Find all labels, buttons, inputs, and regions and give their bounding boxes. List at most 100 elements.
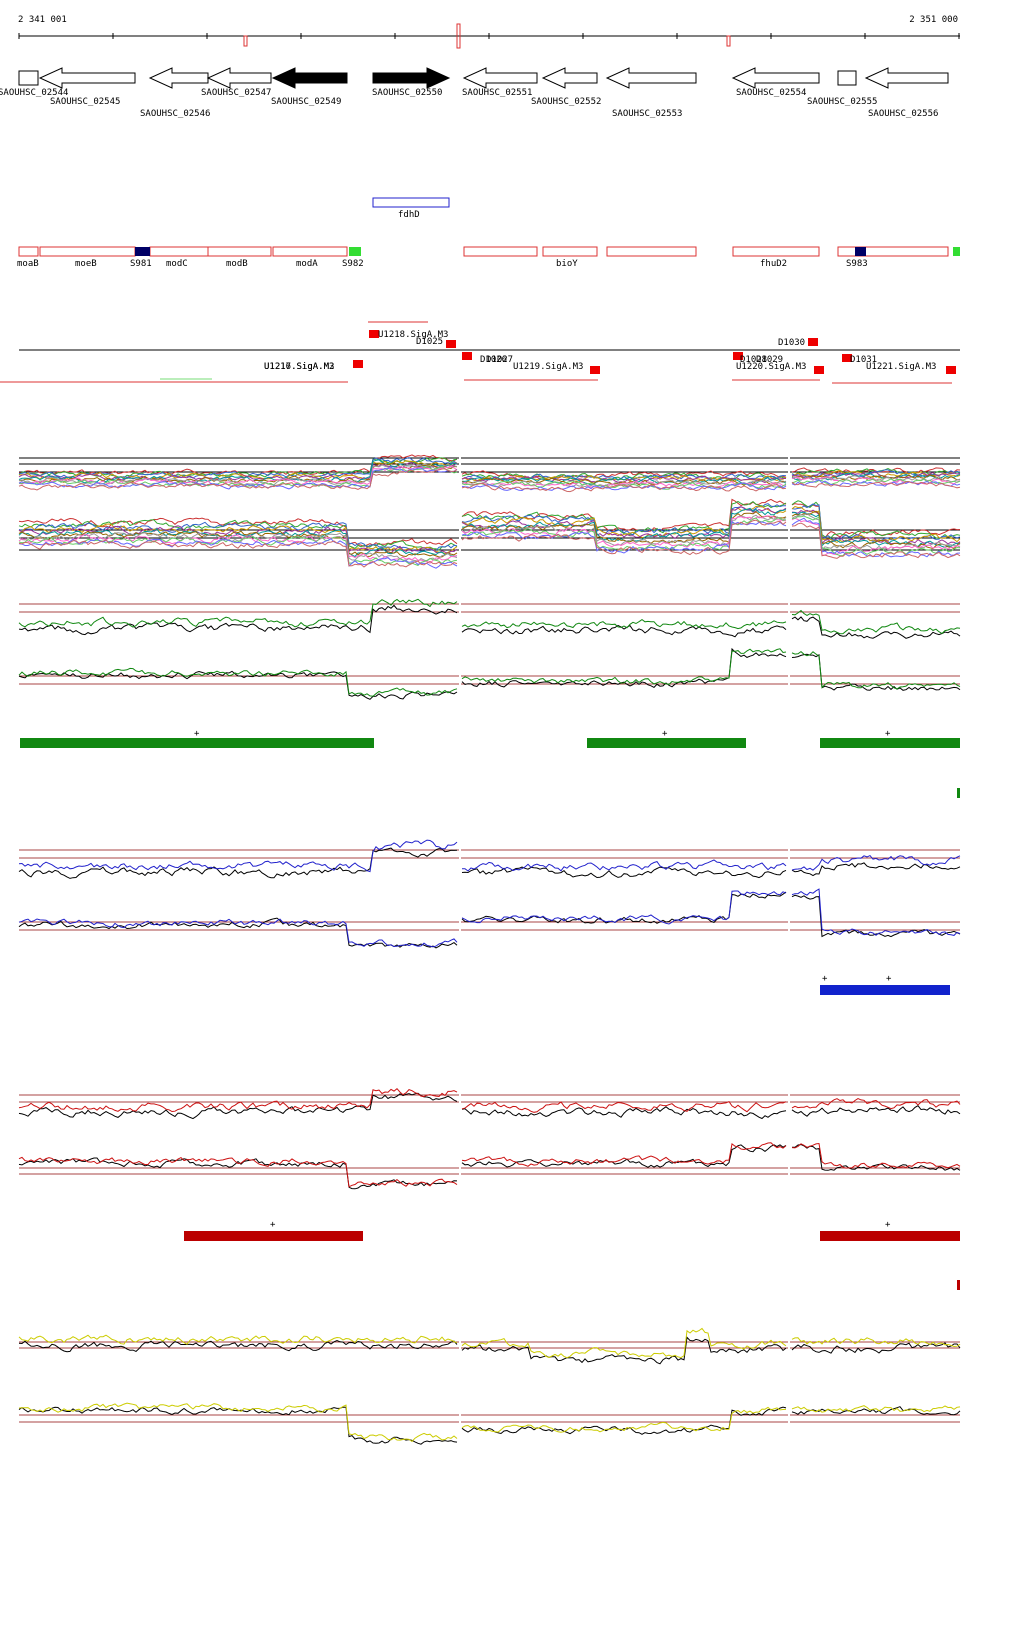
gene-arrow — [372, 67, 451, 89]
trace — [18, 466, 458, 490]
promoter-label: D1029 — [756, 355, 783, 365]
trace — [791, 503, 961, 539]
trace — [461, 480, 787, 490]
trace — [791, 469, 961, 478]
gene-label: SAOUHSC_02556 — [868, 109, 938, 119]
trace — [791, 522, 961, 559]
significance-bar — [820, 985, 950, 995]
significance-bar — [957, 788, 960, 798]
trace — [18, 667, 458, 697]
promoter-mark — [808, 338, 818, 346]
operon-label: modB — [226, 259, 248, 269]
promoter-label: D1026 — [480, 355, 507, 365]
trace — [461, 890, 787, 925]
gene-arrow — [271, 67, 348, 89]
operon-label: S981 — [130, 259, 152, 269]
trace — [791, 1105, 961, 1117]
promoter-mark — [369, 330, 379, 338]
trace — [18, 604, 458, 636]
trace — [461, 473, 787, 481]
promoter-label: D1028 — [740, 355, 767, 365]
trace — [791, 888, 961, 936]
gene-label: SAOUHSC_02545 — [50, 97, 120, 107]
trace — [461, 519, 787, 556]
trace — [18, 1088, 458, 1113]
plus-mark: + — [270, 1220, 276, 1230]
gene-label: SAOUHSC_02546 — [140, 109, 210, 119]
trace — [18, 847, 458, 879]
trace — [18, 465, 458, 487]
trace — [461, 470, 787, 480]
trace — [461, 498, 787, 533]
operon-label: fhuD2 — [760, 259, 787, 269]
promoter-label: D1025 — [416, 337, 443, 347]
trace — [461, 1406, 787, 1433]
promoter-label: D1030 — [778, 338, 805, 348]
feature-label: fdhD — [398, 210, 420, 220]
significance-bar — [957, 1280, 960, 1290]
trace — [18, 1092, 458, 1120]
trace — [791, 481, 961, 489]
trace — [461, 618, 787, 630]
range-end: 2 351 000 — [909, 15, 958, 25]
trace — [18, 532, 458, 562]
gene-arrow — [541, 67, 598, 89]
gene-arrow — [864, 67, 949, 89]
trace — [461, 1406, 787, 1435]
gene-label: SAOUHSC_02555 — [807, 97, 877, 107]
gene-arrow — [462, 67, 538, 89]
operon-box — [272, 246, 348, 257]
trace — [791, 515, 961, 557]
operon-box — [18, 246, 39, 257]
trace — [791, 479, 961, 487]
trace — [461, 1327, 787, 1359]
significance-bar — [587, 738, 746, 748]
trace — [18, 1334, 458, 1345]
trace — [791, 1142, 961, 1169]
operon-box — [39, 246, 136, 257]
trace — [461, 520, 787, 554]
trace — [461, 647, 787, 689]
trace — [791, 894, 961, 938]
trace — [792, 1144, 961, 1171]
promoter-label: U1219.SigA.M3 — [513, 362, 583, 372]
promoter-label: U1221.SigA.M3 — [866, 362, 936, 372]
trace — [461, 515, 786, 548]
trace — [461, 482, 787, 493]
promoter-mark — [353, 360, 363, 368]
gene-arrow — [18, 70, 39, 86]
trace — [18, 521, 458, 552]
plus-mark: + — [885, 729, 891, 739]
trace — [791, 616, 961, 639]
trace — [18, 462, 458, 484]
trace — [461, 648, 787, 685]
trace — [461, 1336, 787, 1365]
trace — [18, 598, 458, 628]
trace — [791, 1405, 961, 1413]
trace — [18, 1402, 458, 1443]
operon-label: moaB — [17, 259, 39, 269]
gene-label: SAOUHSC_02549 — [271, 97, 341, 107]
trace — [461, 472, 787, 481]
promoter-mark — [842, 354, 852, 362]
promoter-mark — [462, 352, 472, 360]
range-start: 2 341 001 — [18, 15, 67, 25]
gene-arrow — [206, 67, 272, 89]
trace — [18, 918, 458, 948]
trace — [18, 539, 458, 568]
trace — [791, 1337, 961, 1348]
trace — [791, 862, 961, 877]
operon-box — [149, 246, 209, 257]
promoter-mark — [814, 366, 824, 374]
promoter-mark — [733, 352, 743, 360]
gene-arrow — [731, 67, 820, 89]
trace — [461, 477, 787, 486]
significance-bar — [184, 1231, 363, 1241]
trace — [18, 530, 458, 558]
trace — [18, 468, 458, 491]
significance-bar — [820, 738, 960, 748]
operon-label: modA — [296, 259, 318, 269]
promoter-label: U1220.SigA.M3 — [736, 362, 806, 372]
gene-label: SAOUHSC_02554 — [736, 88, 806, 98]
plus-mark: + — [662, 729, 668, 739]
